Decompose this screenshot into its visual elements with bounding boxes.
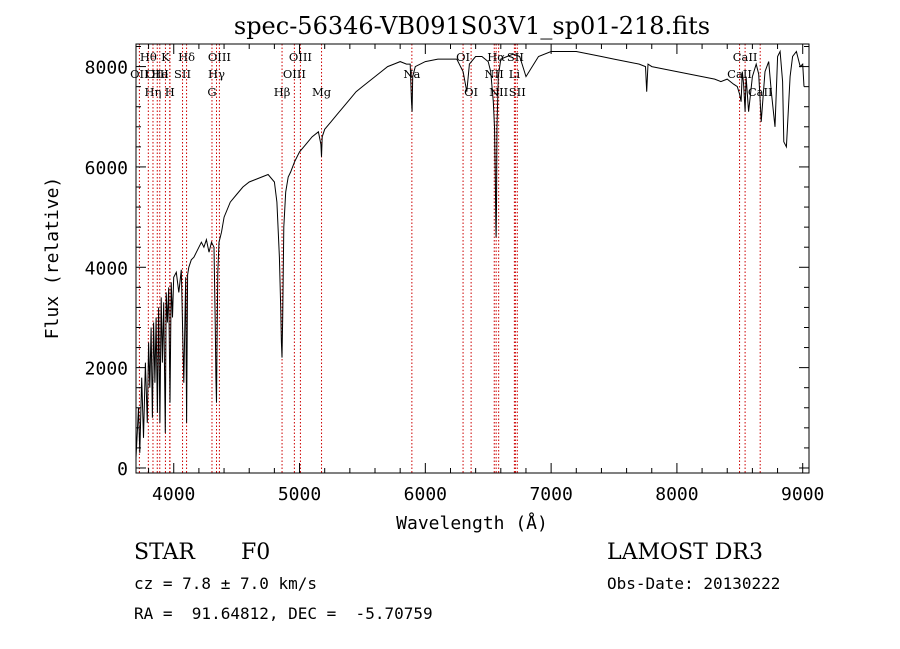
line-label: K xyxy=(161,50,170,64)
line-label: He xyxy=(151,67,168,81)
line-label: Hδ xyxy=(178,50,195,64)
line-label: CaII xyxy=(733,50,758,64)
line-label: CaII xyxy=(748,85,773,99)
line-label: OII xyxy=(130,67,149,81)
x-tick-label: 7000 xyxy=(529,484,572,505)
x-tick-label: 6000 xyxy=(404,484,447,505)
y-tick-label: 6000 xyxy=(85,158,128,179)
observation-date: Obs-Date: 20130222 xyxy=(607,574,781,593)
y-tick-label: 2000 xyxy=(85,359,128,380)
line-label: OI xyxy=(456,50,470,64)
line-label: NII xyxy=(489,85,508,99)
line-label: Hη xyxy=(145,85,162,99)
line-label: G xyxy=(207,85,216,99)
x-tick-label: 4000 xyxy=(152,484,195,505)
line-label: SII xyxy=(507,50,524,64)
object-class: STAR xyxy=(134,540,195,565)
plot-frame xyxy=(135,43,810,474)
x-tick-label: 5000 xyxy=(278,484,321,505)
chart-title: spec-56346-VB091S03V1_sp01-218.fits xyxy=(234,12,710,40)
line-label: OIII xyxy=(208,50,231,64)
y-tick-label: 8000 xyxy=(85,58,128,79)
line-label: Hθ xyxy=(140,50,157,64)
ra-dec: RA = 91.64812, DEC = -5.70759 xyxy=(134,604,433,623)
line-label: NII xyxy=(485,67,504,81)
line-label: OI xyxy=(464,85,478,99)
line-labels: OIIHθHηOIIIHeKHSIIHδGHγOIIIHβOIIIOIIIMgN… xyxy=(130,50,772,99)
x-axis-label: Wavelength (Å) xyxy=(396,512,548,534)
line-label: OIII xyxy=(289,50,312,64)
line-label: Hγ xyxy=(208,67,225,81)
line-label: SII xyxy=(509,85,526,99)
x-tick-label: 9000 xyxy=(781,484,824,505)
line-label: OIII xyxy=(146,67,169,81)
y-tick-label: 4000 xyxy=(85,258,128,279)
line-label: Mg xyxy=(312,85,332,99)
line-markers xyxy=(138,44,761,473)
line-label: Hα xyxy=(487,50,505,64)
x-axis-ticks: 4000 5000 6000 7000 8000 9000 xyxy=(148,44,824,505)
line-label: Hβ xyxy=(274,85,291,99)
line-label: Li xyxy=(509,67,521,81)
object-subclass: F0 xyxy=(241,540,271,565)
x-tick-label: 8000 xyxy=(655,484,698,505)
y-axis-label: Flux (relative) xyxy=(42,177,63,340)
y-axis-ticks: 0 2000 4000 6000 8000 xyxy=(85,46,809,480)
line-label: Na xyxy=(403,67,420,81)
y-tick-label: 0 xyxy=(117,459,128,480)
redshift-cz: cz = 7.8 ± 7.0 km/s xyxy=(134,574,318,593)
spectrum-line xyxy=(135,49,805,458)
line-label: OIII xyxy=(283,67,306,81)
line-label: H xyxy=(165,85,175,99)
line-label: SII xyxy=(174,67,191,81)
survey-name: LAMOST DR3 xyxy=(607,540,763,565)
line-label: CaII xyxy=(727,67,752,81)
